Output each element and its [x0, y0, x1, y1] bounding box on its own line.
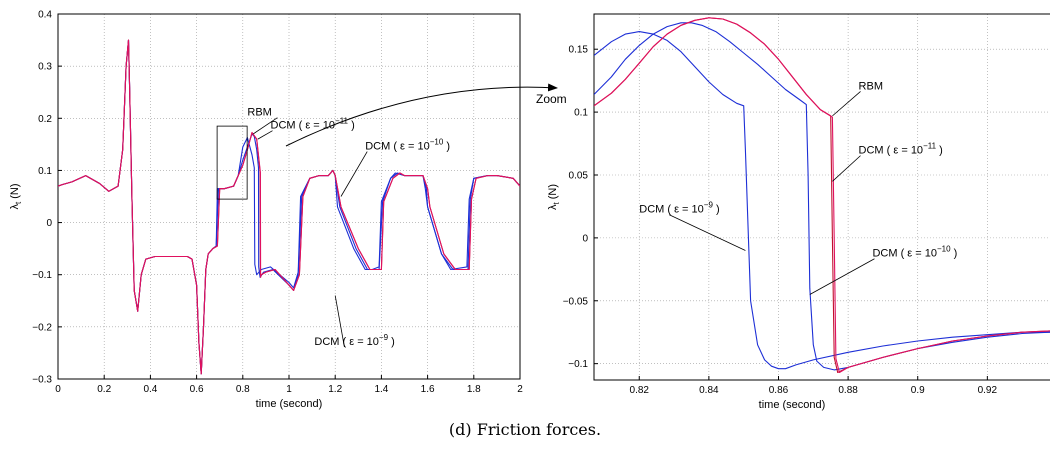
x-tick-label: 0.86	[769, 385, 789, 396]
y-tick-label: −0.3	[32, 375, 52, 386]
y-tick-label: 0.2	[38, 114, 52, 125]
x-axis-label: time (second)	[256, 398, 323, 410]
x-tick-label: 0.4	[143, 384, 157, 395]
annotation-label: RBM	[247, 107, 271, 119]
y-tick-label: −0.1	[32, 270, 52, 281]
y-tick-label: 0.1	[38, 166, 52, 177]
annotation-leader	[809, 258, 875, 295]
x-tick-label: 0.82	[630, 385, 650, 396]
zoom-connector: Zoom	[285, 83, 567, 147]
y-axis-label: λt (N)	[9, 183, 23, 209]
series-line-dcm-10-9	[594, 31, 1050, 370]
y-tick-label: 0.05	[569, 170, 589, 181]
zoom-label: Zoom	[536, 92, 567, 106]
x-tick-label: 0.8	[236, 384, 250, 395]
x-tick-label: 0.84	[699, 385, 719, 396]
y-tick-label: −0.05	[563, 296, 589, 307]
y-tick-label: −0.1	[568, 359, 588, 370]
y-tick-label: 0	[582, 233, 588, 244]
x-tick-label: 1.2	[328, 384, 342, 395]
y-tick-label: 0.15	[569, 45, 589, 56]
series-line-rbm	[594, 17, 1050, 374]
y-tick-label: 0.4	[38, 10, 52, 21]
annotation-leader	[340, 151, 368, 197]
zoom-arrow	[285, 83, 558, 147]
x-tick-label: 1.4	[374, 384, 388, 395]
annotation-leader	[252, 117, 278, 135]
annotation-leader	[257, 130, 273, 140]
y-tick-label: 0	[46, 218, 52, 229]
x-tick-label: 0.6	[190, 384, 204, 395]
series-group	[58, 39, 520, 375]
x-tick-label: 0	[55, 384, 61, 395]
annotation-leader	[334, 295, 345, 348]
x-tick-label: 0.2	[97, 384, 111, 395]
annotation-label: DCM ( ε = 10−11 )	[271, 117, 355, 132]
zoom-region-box	[216, 125, 248, 200]
chart-panel-overview: 0 0.2 0.4 0.6 0.8 1 1.2 1.4 1.6 1.8 2 −0.3 −0.2 −0.1 0…	[9, 10, 523, 411]
y-tick-label: −0.2	[32, 322, 52, 333]
y-tick-label: 0.3	[38, 62, 52, 73]
annotation-label: DCM ( ε = 10−9 )	[314, 333, 394, 348]
series-line-dcm-10-10	[594, 22, 1050, 371]
series-line-rbm	[58, 39, 520, 375]
annotation-label: DCM ( ε = 10−11 )	[859, 142, 943, 157]
x-tick-label: 0.9	[911, 385, 925, 396]
axes-frame	[593, 13, 1050, 381]
chart-panel-zoom: 0.82 0.84 0.86 0.88 0.9 0.92 −0.1 −0.05 0 0.05 0.1…	[547, 13, 1050, 411]
x-tick-label: 0.88	[838, 385, 858, 396]
y-axis-label: λt (N)	[547, 184, 561, 210]
annotation-label: DCM ( ε = 10−9 )	[639, 201, 719, 216]
x-axis-label: time (second)	[759, 399, 826, 411]
figure-caption: (d) Friction forces.	[448, 420, 602, 439]
series-group	[594, 17, 1050, 374]
x-tick-label: 2	[517, 384, 523, 395]
annotation-leader	[832, 155, 861, 182]
annotation-leader	[669, 214, 746, 251]
annotation-label: DCM ( ε = 10−10 )	[872, 245, 957, 260]
x-tick-label: 1	[286, 384, 292, 395]
grid-lines	[594, 14, 1050, 380]
series-line-dcm-10-11	[594, 17, 1050, 374]
x-tick-label: 1.6	[421, 384, 435, 395]
annotation-label: DCM ( ε = 10−10 )	[365, 138, 450, 153]
y-tick-label: 0.1	[574, 108, 588, 119]
annotation-leader	[832, 91, 861, 117]
grid-lines	[58, 14, 520, 379]
annotation-label: RBM	[859, 80, 883, 92]
x-tick-label: 0.92	[978, 385, 998, 396]
x-tick-label: 1.8	[467, 384, 481, 395]
